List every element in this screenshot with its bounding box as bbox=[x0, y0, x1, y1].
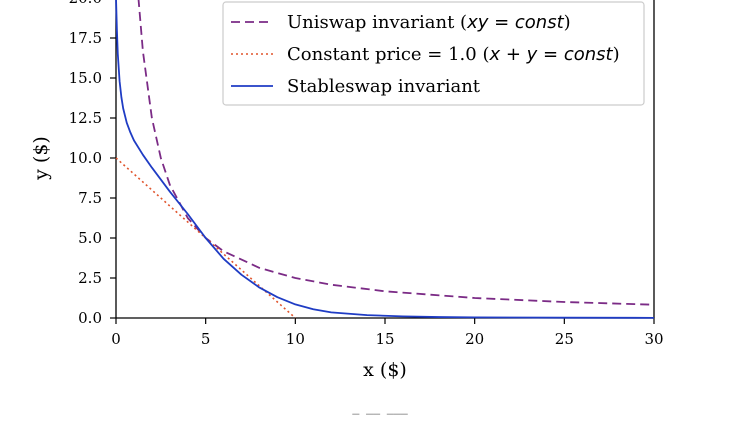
y-tick-label: 12.5 bbox=[69, 109, 102, 127]
y-tick-label: 0.0 bbox=[78, 309, 102, 327]
y-axis-ticks: 0.0 2.5 5.0 7.5 10.0 12.5 15.0 17.5 20.0 bbox=[69, 0, 116, 327]
x-tick-label: 25 bbox=[555, 330, 574, 348]
x-tick-label: 30 bbox=[644, 330, 663, 348]
series-line-uniswap-invariant bbox=[137, 0, 655, 306]
y-tick-label: 7.5 bbox=[78, 189, 102, 207]
x-tick-label: 10 bbox=[286, 330, 305, 348]
x-tick-label: 15 bbox=[375, 330, 394, 348]
series-line-stableswap-invariant bbox=[115, 0, 655, 319]
y-tick-label: 20.0 bbox=[69, 0, 102, 7]
x-axis-ticks: 0 5 10 15 20 25 30 bbox=[111, 318, 664, 348]
legend-box bbox=[222, 1, 645, 106]
x-axis-label: x ($) bbox=[363, 359, 407, 381]
y-tick-label: 10.0 bbox=[69, 149, 102, 167]
legend-label: Stableswap invariant bbox=[287, 76, 481, 97]
y-tick-label: 15.0 bbox=[69, 69, 102, 87]
y-axis-label: y ($) bbox=[30, 136, 52, 181]
x-tick-label: 5 bbox=[201, 330, 211, 348]
legend: Uniswap invariant (xy = const) Constant p… bbox=[222, 1, 645, 106]
x-tick-label: 0 bbox=[111, 330, 121, 348]
series-layer bbox=[115, 0, 655, 319]
y-tick-label: 2.5 bbox=[78, 269, 102, 287]
y-tick-label: 5.0 bbox=[78, 229, 102, 247]
legend-label: Uniswap invariant (xy = const) bbox=[287, 12, 571, 33]
footer-caption: ▔▁▔▔▁▔▔▔ bbox=[351, 413, 408, 421]
legend-label: Constant price = 1.0 (x + y = const) bbox=[287, 44, 620, 65]
y-tick-label: 17.5 bbox=[69, 29, 102, 47]
x-tick-label: 20 bbox=[465, 330, 484, 348]
